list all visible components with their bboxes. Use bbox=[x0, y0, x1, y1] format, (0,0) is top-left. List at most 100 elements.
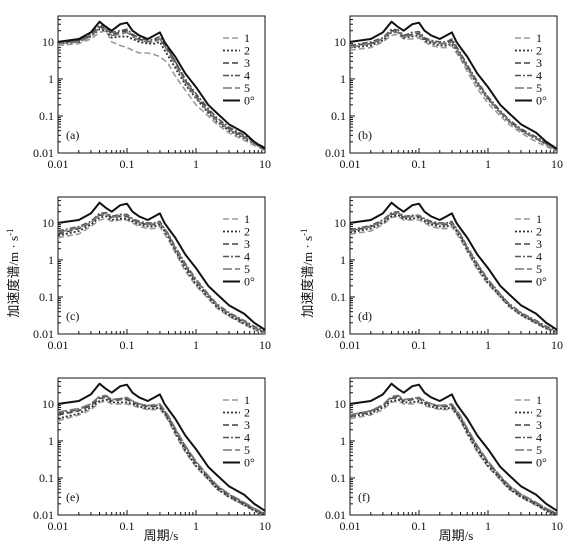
x-tick-label: 0.01 bbox=[340, 157, 361, 171]
legend-label: 1 bbox=[536, 212, 542, 226]
legend-label: 0° bbox=[244, 94, 255, 108]
y-axis-label-text: 加速度谱/m · s bbox=[300, 236, 315, 318]
series-group bbox=[58, 382, 265, 515]
series-line-6 bbox=[350, 20, 557, 150]
y-tick-label: 10 bbox=[334, 216, 346, 230]
legend-label: 3 bbox=[536, 56, 542, 70]
y-tick-label: 0.1 bbox=[331, 109, 346, 123]
series-line-6 bbox=[350, 201, 557, 331]
y-tick-label: 10 bbox=[42, 397, 54, 411]
x-tick-label: 0.01 bbox=[48, 519, 69, 533]
x-tick-label: 0.1 bbox=[120, 338, 135, 352]
legend-label: 4 bbox=[244, 69, 250, 83]
x-tick-label: 1 bbox=[193, 338, 199, 352]
series-group bbox=[58, 201, 265, 334]
y-tick-label: 0.1 bbox=[331, 471, 346, 485]
series-group bbox=[350, 20, 557, 153]
x-tick-label: 1 bbox=[193, 157, 199, 171]
series-line-5 bbox=[58, 212, 265, 334]
x-axis-label-left: 周期/s bbox=[144, 528, 179, 543]
series-line-4 bbox=[350, 395, 557, 515]
x-tick-label: 1 bbox=[485, 157, 491, 171]
series-line-6 bbox=[58, 20, 265, 150]
y-axis-label-sup: -1 bbox=[299, 228, 309, 236]
y-axis-label-right: 加速度谱/m · s-1 bbox=[299, 228, 315, 317]
panel-label: (d) bbox=[358, 309, 372, 323]
y-tick-label: 0.01 bbox=[325, 146, 346, 160]
legend-label: 2 bbox=[244, 406, 250, 420]
series-line-5 bbox=[350, 394, 557, 515]
panel-label: (a) bbox=[66, 128, 79, 142]
legend-label: 2 bbox=[244, 44, 250, 58]
legend-label: 4 bbox=[536, 431, 542, 445]
legend-label: 1 bbox=[536, 31, 542, 45]
legend-label: 0° bbox=[536, 94, 547, 108]
y-axis-label-text: 加速度谱/m · s bbox=[6, 236, 21, 318]
legend-label: 3 bbox=[536, 418, 542, 432]
panel-label: (f) bbox=[358, 490, 370, 504]
legend-label: 1 bbox=[244, 212, 250, 226]
series-line-3 bbox=[58, 396, 265, 515]
series-line-6 bbox=[58, 382, 265, 512]
y-tick-label: 0.1 bbox=[39, 109, 54, 123]
series-group bbox=[58, 20, 265, 151]
legend-label: 5 bbox=[244, 262, 250, 276]
x-tick-label: 10 bbox=[259, 519, 271, 533]
y-tick-label: 0.1 bbox=[39, 290, 54, 304]
legend-label: 3 bbox=[244, 237, 250, 251]
x-tick-label: 0.1 bbox=[412, 519, 427, 533]
x-tick-label: 10 bbox=[551, 519, 563, 533]
y-tick-label: 1 bbox=[340, 72, 346, 86]
y-tick-label: 1 bbox=[48, 434, 54, 448]
legend-label: 4 bbox=[536, 69, 542, 83]
legend-label: 4 bbox=[536, 250, 542, 264]
legend-label: 0° bbox=[536, 456, 547, 470]
y-tick-label: 1 bbox=[48, 253, 54, 267]
series-line-2 bbox=[58, 215, 265, 334]
y-tick-label: 0.01 bbox=[325, 508, 346, 522]
y-tick-label: 10 bbox=[42, 216, 54, 230]
series-line-3 bbox=[58, 213, 265, 334]
y-tick-label: 1 bbox=[48, 72, 54, 86]
x-tick-label: 10 bbox=[259, 338, 271, 352]
y-tick-label: 0.01 bbox=[33, 327, 54, 341]
x-tick-label: 0.1 bbox=[412, 157, 427, 171]
series-line-5 bbox=[58, 26, 265, 151]
series-line-2 bbox=[350, 398, 557, 515]
legend-label: 3 bbox=[536, 237, 542, 251]
legend-label: 5 bbox=[536, 81, 542, 95]
legend-label: 2 bbox=[536, 44, 542, 58]
y-tick-label: 10 bbox=[334, 35, 346, 49]
x-tick-label: 1 bbox=[193, 519, 199, 533]
x-tick-label: 10 bbox=[551, 338, 563, 352]
x-tick-label: 0.01 bbox=[48, 338, 69, 352]
x-tick-label: 10 bbox=[259, 157, 271, 171]
series-line-1 bbox=[58, 29, 265, 151]
x-axis-label-right: 周期/s bbox=[439, 528, 474, 543]
series-line-5 bbox=[58, 394, 265, 515]
legend-label: 0° bbox=[536, 275, 547, 289]
legend-label: 0° bbox=[244, 456, 255, 470]
x-tick-label: 0.01 bbox=[48, 157, 69, 171]
x-tick-label: 0.1 bbox=[412, 338, 427, 352]
x-tick-label: 0.01 bbox=[340, 519, 361, 533]
x-tick-label: 0.01 bbox=[340, 338, 361, 352]
y-tick-label: 10 bbox=[334, 397, 346, 411]
legend-label: 5 bbox=[536, 262, 542, 276]
legend-label: 5 bbox=[536, 443, 542, 457]
y-tick-label: 0.1 bbox=[39, 471, 54, 485]
y-tick-label: 0.01 bbox=[325, 327, 346, 341]
panel-label: (e) bbox=[66, 490, 79, 504]
legend-label: 0° bbox=[244, 275, 255, 289]
y-tick-label: 0.01 bbox=[33, 146, 54, 160]
legend-label: 2 bbox=[536, 225, 542, 239]
series-line-2 bbox=[350, 31, 557, 151]
series-line-4 bbox=[58, 395, 265, 515]
series-line-5 bbox=[350, 211, 557, 334]
